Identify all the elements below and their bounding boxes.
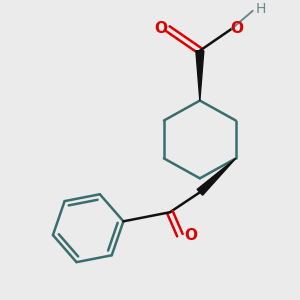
Text: O: O [230,21,243,36]
Text: H: H [256,2,266,16]
Text: O: O [154,21,167,36]
Text: O: O [184,228,197,243]
Polygon shape [196,51,204,100]
Polygon shape [197,158,236,195]
